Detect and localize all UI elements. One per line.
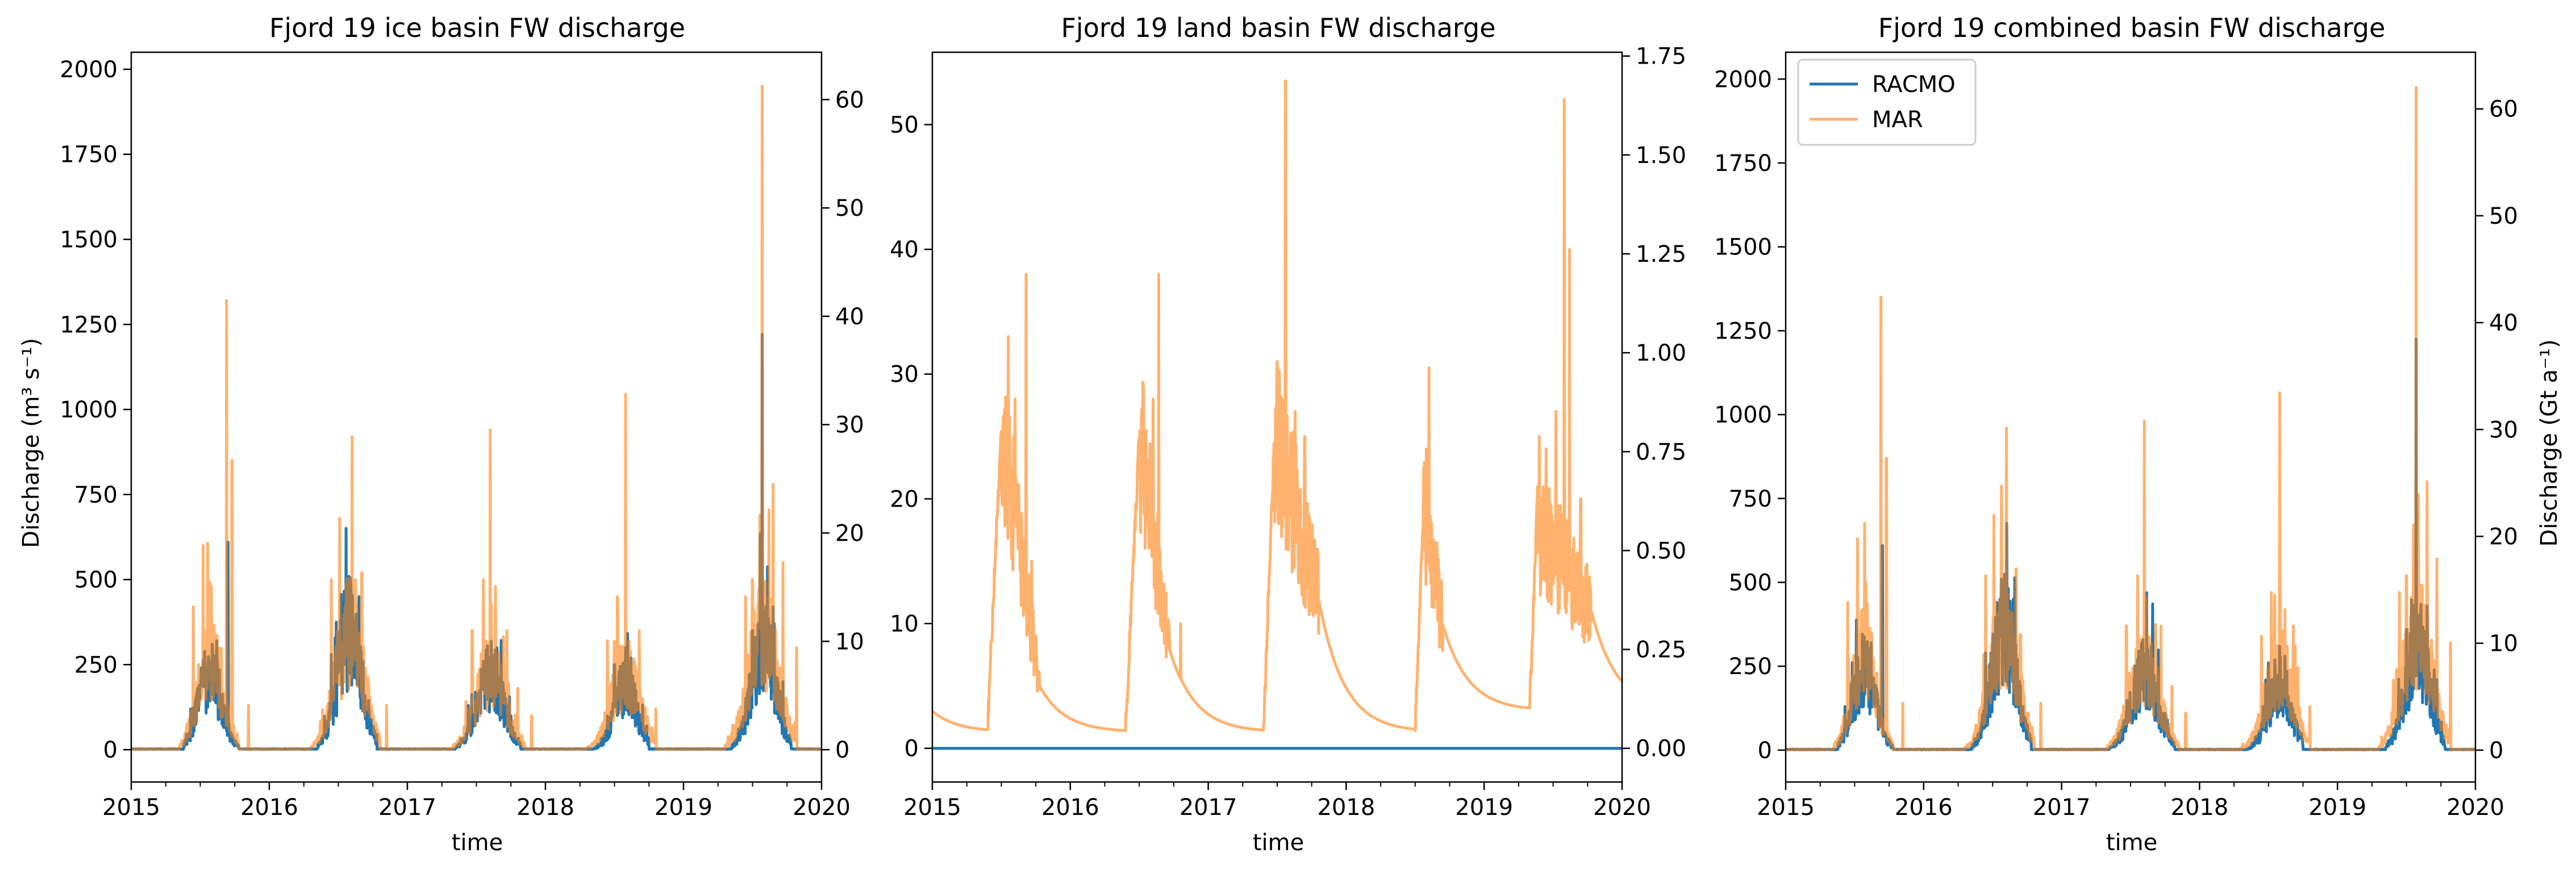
y2-tick-label: 1.25 [1636,241,1686,267]
series-line-mar [131,85,822,751]
y2-tick-label: 50 [2489,203,2518,229]
y-tick-label: 0 [904,736,919,762]
x-axis-label: time [452,830,503,856]
y-tick-label: 250 [74,652,118,678]
x-tick-label: 2019 [2308,794,2366,821]
legend-box [1797,58,1977,146]
y-tick-label: 250 [1729,654,1772,680]
y2-tick-label: 10 [835,629,864,655]
y-tick-label: 500 [1729,570,1772,596]
x-tick-label: 2015 [102,794,160,821]
y2-tick-label: 40 [835,304,864,330]
x-tick-label: 2017 [378,794,436,821]
y2-tick-label: 30 [2489,417,2518,443]
series-group [131,85,822,751]
y2-tick-label: 1.75 [1636,44,1686,70]
y2-axis-label: Discharge (Gt a⁻¹) [2536,339,2562,546]
x-tick-label: 2018 [1318,794,1375,821]
y-tick-label: 1750 [60,142,118,168]
x-tick-label: 2020 [793,794,851,821]
y-tick-label: 1750 [1714,150,1772,177]
x-axis-label: time [1253,830,1304,856]
series-group [1786,86,2475,751]
y-tick-label: 2000 [1714,66,1772,93]
y2-tick-label: 60 [835,87,864,113]
x-tick-label: 2019 [1455,794,1513,821]
y-tick-label: 500 [74,567,118,593]
y-tick-label: 1250 [1714,318,1772,344]
y2-tick-label: 20 [835,521,864,547]
x-tick-label: 2015 [1757,794,1815,821]
x-tick-label: 2020 [1593,794,1651,821]
x-tick-label: 2017 [2033,794,2091,821]
legend-label-mar: MAR [1872,107,1923,133]
y2-tick-label: 0.50 [1636,538,1686,564]
y-tick-label: 40 [890,237,919,263]
x-tick-label: 2018 [516,794,574,821]
y-tick-label: 1500 [1714,235,1772,261]
x-tick-label: 2020 [2446,794,2504,821]
y-tick-label: 1500 [60,227,118,253]
x-tick-label: 2015 [903,794,961,821]
y-tick-label: 2000 [60,57,118,83]
panel-ice-basin: Fjord 19 ice basin FW discharge time Dis… [18,12,864,856]
y2-tick-label: 10 [2489,631,2518,657]
y-tick-label: 50 [890,112,919,138]
plot-area: 2015 2016 2017 2018 2019 2020 0 10 20 30 40 50 0.00 0… [890,44,1686,821]
y-tick-label: 30 [890,362,919,388]
series-line-mar [1786,86,2475,751]
y2-tick-label: 60 [2489,97,2518,123]
y-tick-label: 0 [1758,738,1772,764]
axes-frame [1785,51,2477,783]
y2-tick-label: 0.75 [1636,439,1686,465]
y-tick-label: 750 [1729,486,1772,512]
x-tick-label: 2016 [1895,794,1953,821]
x-tick-label: 2016 [240,794,298,821]
y-tick-label: 10 [890,611,919,637]
plot-area: 2015 2016 2017 2018 2019 20200250500750100012… [1714,51,2518,821]
y-tick-label: 750 [74,482,118,508]
y-tick-label: 0 [103,737,118,763]
x-tick-label: 2019 [655,794,712,821]
panel-land-basin: Fjord 19 land basin FW discharge time 20… [890,12,1686,856]
axes-frame [130,51,823,783]
legend: RACMO MAR [1797,58,1977,146]
legend-label-racmo: RACMO [1872,72,1956,98]
x-tick-label: 2018 [2171,794,2229,821]
y-axis-label: Discharge (m³ s⁻¹) [18,338,44,548]
y-tick-label: 1000 [60,397,118,423]
y-tick-label: 20 [890,486,919,512]
series-line-mar [932,80,1622,733]
chart-title: Fjord 19 combined basin FW discharge [1878,12,2386,43]
chart-title: Fjord 19 ice basin FW discharge [269,12,685,43]
chart-title: Fjord 19 land basin FW discharge [1061,12,1495,43]
y2-tick-label: 40 [2489,310,2518,336]
panel-combined-basin: Fjord 19 combined basin FW discharge tim… [1714,12,2562,856]
plot-area: 2015 2016 2017 2018 2019 20200250500750100012… [60,51,864,821]
y2-tick-label: 0.25 [1636,637,1686,663]
x-axis-label: time [2106,830,2157,856]
y-tick-label: 1000 [1714,402,1772,428]
y2-tick-label: 0.00 [1636,736,1686,762]
y2-tick-label: 20 [2489,524,2518,550]
y2-tick-label: 1.00 [1636,340,1686,366]
y2-tick-label: 0 [835,737,849,763]
x-tick-label: 2017 [1179,794,1237,821]
x-tick-label: 2016 [1041,794,1099,821]
series-group [932,80,1622,750]
y2-tick-label: 30 [835,412,864,438]
y-tick-label: 1250 [60,312,118,338]
y2-tick-label: 0 [2489,738,2503,764]
y2-tick-label: 1.50 [1636,143,1686,169]
y2-tick-label: 50 [835,195,864,221]
